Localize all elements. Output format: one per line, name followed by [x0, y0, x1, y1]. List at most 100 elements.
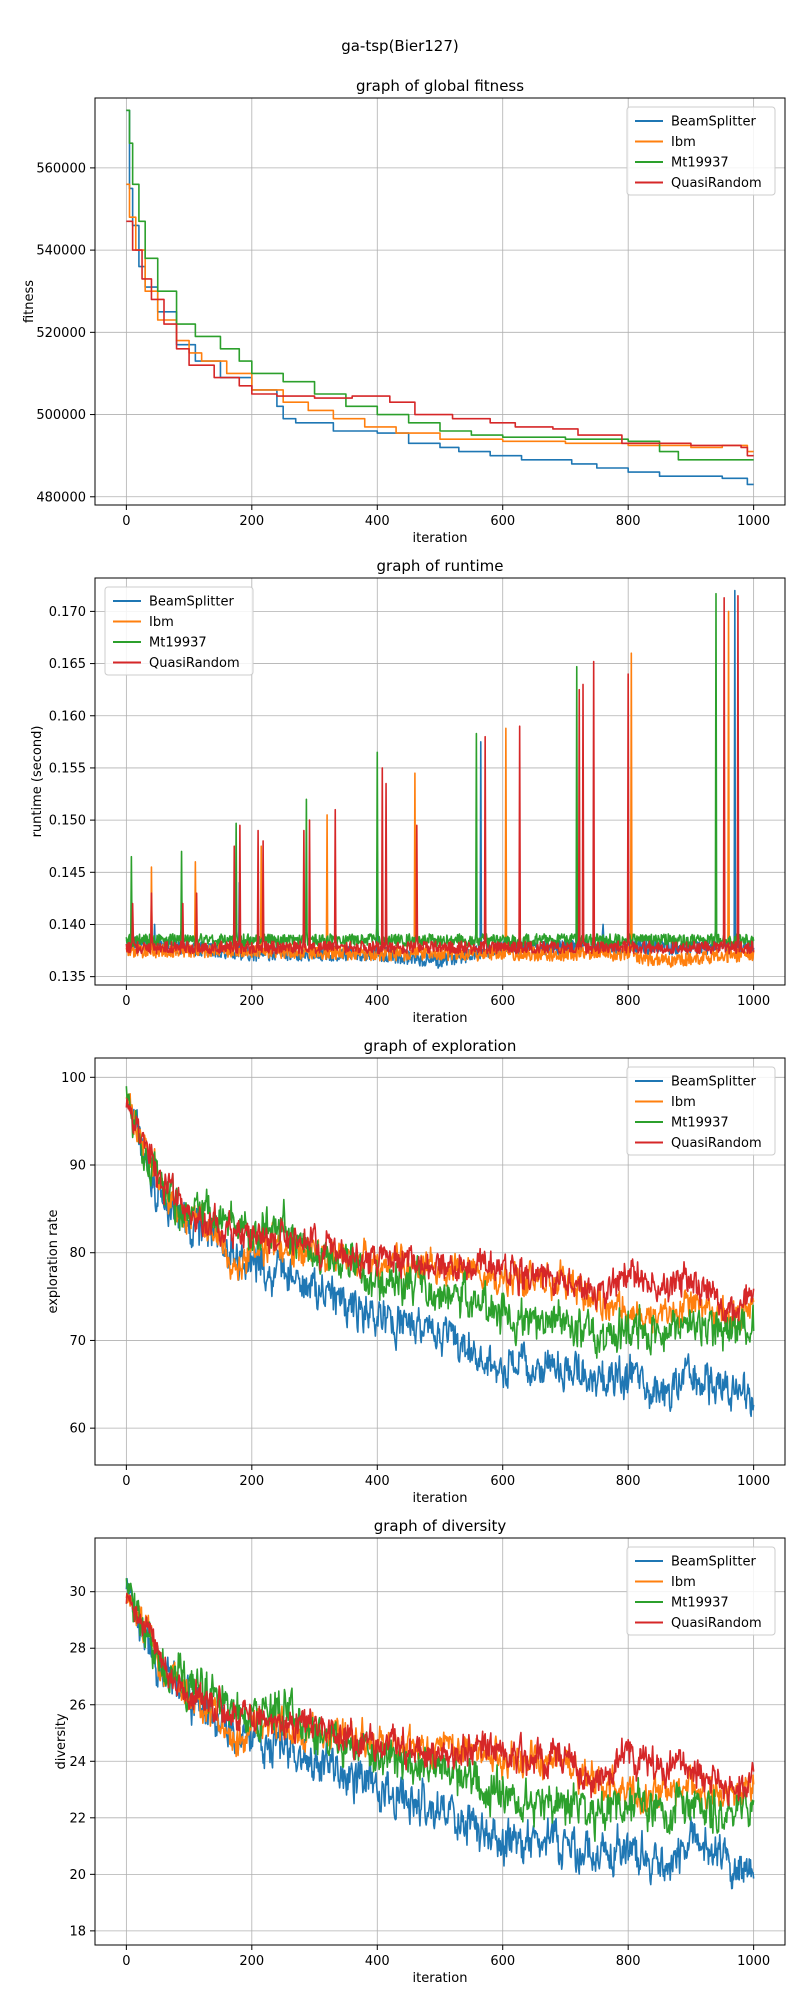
series-group [125, 1577, 755, 1890]
x-tick-label: 800 [616, 1954, 641, 1969]
x-tick-label: 0 [122, 994, 130, 1009]
y-tick-label: 70 [69, 1334, 86, 1349]
series-line-quasirandom [125, 1098, 755, 1323]
legend-box [626, 106, 776, 196]
series-line-mt19937 [125, 1086, 755, 1359]
x-tick-label: 600 [490, 514, 515, 529]
series-line-ibm [126, 183, 754, 453]
panel-graph-of-diversity: 0 200 400 600 800 1000 18 20 22 24 26 28 30 graph of … [54, 1517, 786, 1986]
x-tick-label: 1000 [737, 514, 770, 529]
panel-graph-of-global-fitness: 0 200 400 600 800 1000 480000 500000 520000 54000… [22, 77, 786, 546]
y-tick-label: 28 [69, 1642, 86, 1657]
x-tick-label: 0 [122, 1954, 130, 1969]
y-tick-label: 0.170 [49, 605, 86, 620]
x-tick-label: 600 [490, 1474, 515, 1489]
x-tick-label: 400 [365, 1474, 390, 1489]
x-tick-label: 600 [490, 994, 515, 1009]
y-tick-label: 18 [69, 1924, 86, 1939]
legend-label-quasirandom: QuasiRandom [671, 1616, 762, 1631]
y-tick-label: 0.145 [49, 866, 86, 881]
y-tick-label: 100 [61, 1071, 86, 1086]
legend: BeamSplitter Ibm Mt19937 QuasiRandom [104, 586, 254, 676]
plot-frame [94, 97, 786, 506]
series-line-ibm [125, 1592, 755, 1815]
legend-box [626, 1066, 776, 1156]
x-tick-label: 0 [122, 514, 130, 529]
y-tick-label: 80 [69, 1246, 86, 1261]
series-line-quasirandom [125, 1592, 755, 1807]
legend-label-quasirandom: QuasiRandom [671, 176, 762, 191]
legend-label-ibm: Ibm [671, 1095, 696, 1110]
x-tick-label: 800 [616, 1474, 641, 1489]
x-tick-label: 1000 [737, 1474, 770, 1489]
y-tick-label: 22 [69, 1811, 86, 1826]
x-axis-label: iteration [413, 1491, 468, 1506]
y-tick-label: 540000 [36, 244, 86, 259]
y-axis-label: runtime (second) [30, 726, 45, 838]
x-tick-label: 800 [616, 994, 641, 1009]
legend-label-beamsplitter: BeamSplitter [671, 1075, 756, 1090]
y-tick-label: 0.155 [49, 761, 86, 776]
legend-box [626, 1546, 776, 1636]
legend-label-ibm: Ibm [671, 1575, 696, 1590]
legend-label-ibm: Ibm [149, 615, 174, 630]
y-tick-label: 0.135 [49, 970, 86, 985]
series-line-quasirandom [126, 220, 754, 457]
figure-suptitle: ga-tsp(Bier127) [341, 37, 459, 55]
plot-frame [94, 577, 786, 986]
y-tick-label: 20 [69, 1868, 86, 1883]
panel-graph-of-runtime: 0 200 400 600 800 1000 0.135 0.140 0.145 0.150 0.1… [30, 557, 786, 1026]
x-tick-label: 400 [365, 1954, 390, 1969]
x-tick-label: 1000 [737, 994, 770, 1009]
y-tick-label: 60 [69, 1422, 86, 1437]
x-tick-label: 600 [490, 1954, 515, 1969]
legend-label-mt19937: Mt19937 [149, 636, 207, 651]
x-axis-label: iteration [413, 1971, 468, 1986]
legend-label-beamsplitter: BeamSplitter [671, 1555, 756, 1570]
x-tick-label: 1000 [737, 1954, 770, 1969]
legend-label-mt19937: Mt19937 [671, 1596, 729, 1611]
plot-title: graph of diversity [374, 1517, 507, 1535]
y-tick-label: 0.160 [49, 709, 86, 724]
y-tick-label: 24 [69, 1755, 86, 1770]
legend-label-mt19937: Mt19937 [671, 1116, 729, 1131]
series-group [126, 109, 754, 486]
plot-frame [94, 1057, 786, 1466]
y-tick-label: 90 [69, 1159, 86, 1174]
x-tick-label: 0 [122, 1474, 130, 1489]
plot-title: graph of exploration [364, 1037, 517, 1055]
panels: 0 200 400 600 800 100048000050000052000054000… [22, 77, 786, 1986]
panel-graph-of-exploration: 0 200 400 600 800 1000 60 70 80 90 100 graph of exp… [46, 1037, 786, 1506]
x-tick-label: 200 [239, 514, 264, 529]
legend: BeamSplitter Ibm Mt19937 QuasiRandom [626, 1546, 776, 1636]
legend-box [104, 586, 254, 676]
y-tick-label: 26 [69, 1698, 86, 1713]
y-tick-label: 520000 [36, 326, 86, 341]
series-line-mt19937 [126, 109, 754, 461]
x-axis-label: iteration [413, 531, 468, 546]
y-tick-label: 0.165 [49, 657, 86, 672]
plot-frame [94, 1537, 786, 1946]
legend: BeamSplitter Ibm Mt19937 QuasiRandom [626, 106, 776, 196]
series-group [125, 589, 755, 969]
y-tick-label: 500000 [36, 408, 86, 423]
legend-label-quasirandom: QuasiRandom [671, 1136, 762, 1151]
series-line-beamsplitter [125, 1577, 755, 1890]
y-tick-label: 0.140 [49, 918, 86, 933]
x-tick-label: 800 [616, 514, 641, 529]
y-axis-label: fitness [22, 280, 37, 323]
legend-label-ibm: Ibm [671, 135, 696, 150]
legend-label-beamsplitter: BeamSplitter [671, 115, 756, 130]
y-tick-label: 560000 [36, 161, 86, 176]
y-tick-label: 480000 [36, 490, 86, 505]
series-line-beamsplitter [125, 1101, 755, 1418]
plot-title: graph of global fitness [356, 77, 524, 95]
y-axis-label: exploration rate [46, 1209, 61, 1313]
legend-label-beamsplitter: BeamSplitter [149, 595, 234, 610]
x-tick-label: 400 [365, 994, 390, 1009]
series-line-quasirandom [125, 594, 755, 955]
x-tick-label: 200 [239, 1954, 264, 1969]
series-group [125, 1086, 755, 1418]
x-tick-label: 200 [239, 994, 264, 1009]
